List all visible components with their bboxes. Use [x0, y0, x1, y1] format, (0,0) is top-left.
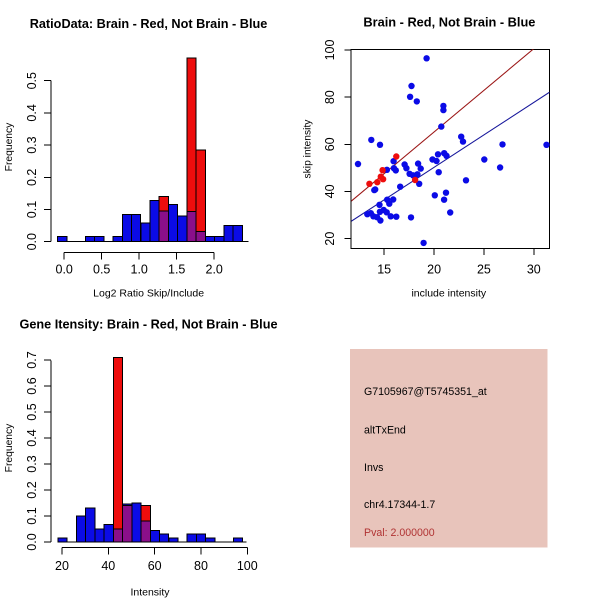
- svg-text:Intensity: Intensity: [130, 587, 170, 599]
- svg-text:0.0: 0.0: [56, 262, 73, 276]
- svg-text:Log2 Ratio Skip/Include: Log2 Ratio Skip/Include: [93, 288, 204, 300]
- svg-text:0.1: 0.1: [25, 507, 39, 524]
- svg-text:0.2: 0.2: [25, 169, 39, 186]
- svg-text:0.3: 0.3: [25, 455, 39, 472]
- svg-text:80: 80: [323, 90, 337, 104]
- svg-text:0.4: 0.4: [25, 104, 39, 121]
- svg-text:G7105967@T5745351_at: G7105967@T5745351_at: [364, 386, 487, 398]
- svg-text:20: 20: [55, 559, 69, 573]
- svg-text:0.2: 0.2: [25, 481, 39, 498]
- svg-text:Frequency: Frequency: [4, 423, 15, 473]
- svg-text:chr4.17344-1.7: chr4.17344-1.7: [364, 499, 435, 511]
- svg-text:40: 40: [323, 184, 337, 198]
- svg-text:skip intensity: skip intensity: [303, 119, 314, 179]
- svg-text:60: 60: [323, 137, 337, 151]
- svg-text:Invs: Invs: [364, 462, 383, 474]
- svg-text:include intensity: include intensity: [411, 288, 486, 300]
- svg-text:100: 100: [323, 40, 337, 61]
- svg-text:Pval: 2.000000: Pval: 2.000000: [364, 527, 435, 539]
- svg-text:0.3: 0.3: [25, 136, 39, 153]
- svg-text:0.6: 0.6: [25, 377, 39, 394]
- svg-text:1.0: 1.0: [131, 262, 148, 276]
- svg-text:60: 60: [148, 559, 162, 573]
- svg-text:2.0: 2.0: [206, 262, 223, 276]
- svg-text:1.5: 1.5: [168, 262, 185, 276]
- svg-text:25: 25: [477, 262, 491, 276]
- svg-text:15: 15: [377, 262, 391, 276]
- svg-text:0.7: 0.7: [25, 351, 39, 368]
- svg-text:100: 100: [237, 559, 258, 573]
- svg-text:0.4: 0.4: [25, 429, 39, 446]
- svg-text:0.5: 0.5: [25, 403, 39, 420]
- svg-text:Frequency: Frequency: [4, 122, 15, 172]
- svg-text:RatioData: Brain - Red, Not Br: RatioData: Brain - Red, Not Brain - Blue: [30, 17, 268, 31]
- svg-text:20: 20: [427, 262, 441, 276]
- svg-text:0.5: 0.5: [93, 262, 110, 276]
- svg-text:0.0: 0.0: [25, 233, 39, 250]
- svg-text:0.5: 0.5: [25, 72, 39, 89]
- svg-text:40: 40: [101, 559, 115, 573]
- svg-text:30: 30: [527, 262, 541, 276]
- svg-text:Gene Itensity: Brain - Red, No: Gene Itensity: Brain - Red, Not Brain - …: [19, 317, 277, 331]
- svg-text:altTxEnd: altTxEnd: [364, 425, 406, 437]
- svg-text:20: 20: [323, 232, 337, 246]
- svg-text:0.1: 0.1: [25, 201, 39, 218]
- svg-text:0.0: 0.0: [25, 533, 39, 550]
- svg-text:80: 80: [194, 559, 208, 573]
- svg-text:Brain - Red, Not Brain - Blue: Brain - Red, Not Brain - Blue: [363, 14, 535, 29]
